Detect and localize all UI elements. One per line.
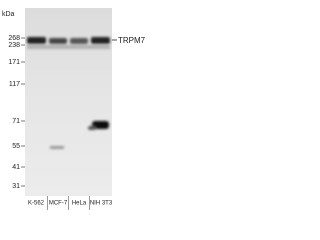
lane-label: MCF-7: [49, 201, 68, 207]
marker-label: 41: [12, 164, 20, 171]
marker-label: 171: [8, 59, 20, 66]
marker-label: 71: [12, 118, 20, 125]
marker-label: 268: [8, 35, 20, 42]
band: [50, 146, 64, 149]
band: [91, 37, 110, 44]
marker-label: 238: [8, 42, 20, 49]
band: [92, 121, 109, 129]
blot-membrane: [25, 8, 112, 196]
lane-label: NIH 3T3: [90, 201, 113, 207]
band: [49, 38, 67, 44]
lane-label: HeLa: [72, 201, 87, 207]
marker-label: 55: [12, 143, 20, 150]
band: [27, 37, 46, 44]
bands: [27, 37, 110, 149]
band: [88, 126, 96, 130]
band-label: TRPM7: [118, 36, 146, 45]
marker-label: 117: [9, 81, 20, 88]
band: [70, 38, 88, 44]
marker-label: 31: [12, 183, 20, 190]
smear: [27, 45, 110, 49]
unit-label: kDa: [2, 11, 15, 18]
lane-label: K-562: [28, 201, 45, 207]
